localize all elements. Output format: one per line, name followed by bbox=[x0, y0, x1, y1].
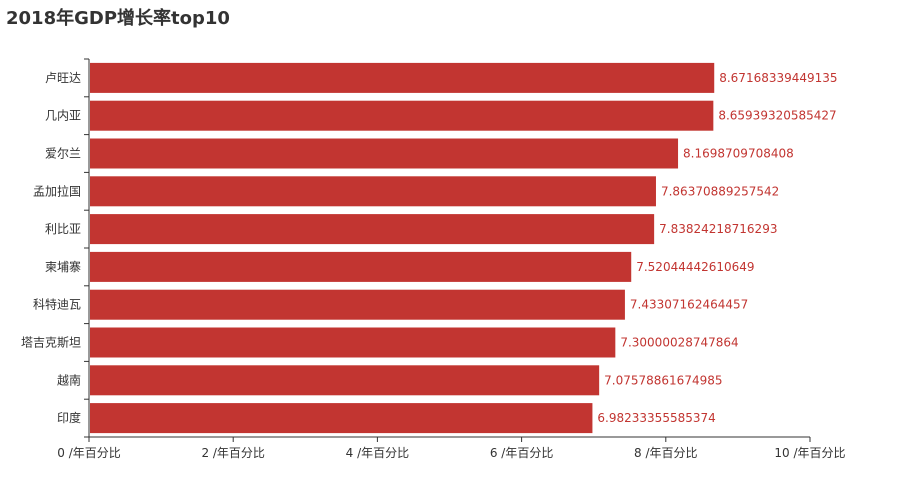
x-axis: 0 /年百分比 2 /年百分比 4 /年百分比 6 /年百分比 8 /年百分比 10 /年… bbox=[57, 436, 846, 460]
bar[interactable] bbox=[90, 176, 656, 207]
chart-title: 2018年GDP增长率top10 bbox=[6, 8, 230, 29]
data-labels-group: 6.98233355585374 7.07578861674985 7.300000… bbox=[597, 71, 837, 425]
x-tick-label: 4 /年百分比 bbox=[346, 446, 410, 460]
y-tick-label: 印度 bbox=[57, 410, 81, 425]
y-tick-label: 越南 bbox=[57, 372, 81, 387]
x-tick-label: 8 /年百分比 bbox=[634, 446, 698, 460]
data-label: 8.67168339449135 bbox=[719, 71, 837, 85]
x-tick-label: 6 /年百分比 bbox=[490, 446, 554, 460]
data-label: 7.52044442610649 bbox=[636, 260, 754, 274]
data-label: 6.98233355585374 bbox=[597, 411, 715, 425]
data-label: 8.65939320585427 bbox=[718, 109, 836, 123]
x-tick-label: 0 /年百分比 bbox=[57, 446, 121, 460]
bar[interactable] bbox=[90, 403, 593, 434]
data-label: 7.30000028747864 bbox=[620, 336, 738, 350]
y-tick-label: 科特迪瓦 bbox=[33, 297, 81, 312]
y-tick-label: 利比亚 bbox=[45, 222, 81, 236]
bars-group bbox=[90, 62, 715, 434]
y-tick-label: 卢旺达 bbox=[45, 70, 81, 85]
x-tick-label: 10 /年百分比 bbox=[774, 446, 845, 460]
y-tick-label: 柬埔寨 bbox=[45, 259, 81, 274]
bar[interactable] bbox=[90, 100, 714, 131]
bar[interactable] bbox=[90, 251, 632, 282]
bar[interactable] bbox=[90, 327, 616, 358]
bar[interactable] bbox=[90, 365, 600, 396]
data-label: 7.83824218716293 bbox=[659, 222, 777, 236]
x-tick-label: 2 /年百分比 bbox=[201, 446, 265, 460]
data-label: 7.86370889257542 bbox=[661, 184, 779, 198]
bar[interactable] bbox=[90, 289, 625, 320]
bar[interactable] bbox=[90, 214, 655, 245]
y-tick-label: 几内亚 bbox=[45, 109, 81, 123]
data-label: 8.1698709708408 bbox=[683, 147, 794, 161]
bar[interactable] bbox=[90, 62, 715, 93]
y-tick-label: 塔吉克斯坦 bbox=[21, 336, 81, 350]
bar[interactable] bbox=[90, 138, 679, 169]
y-axis: 印度 越南 塔吉克斯坦 科特迪瓦 柬埔寨 利比亚 孟加拉国 爱尔兰 几内亚 卢旺达 bbox=[21, 58, 90, 438]
y-tick-label: 爱尔兰 bbox=[45, 146, 81, 161]
data-label: 7.07578861674985 bbox=[604, 373, 722, 387]
y-tick-label: 孟加拉国 bbox=[33, 183, 81, 198]
data-label: 7.43307162464457 bbox=[630, 298, 748, 312]
